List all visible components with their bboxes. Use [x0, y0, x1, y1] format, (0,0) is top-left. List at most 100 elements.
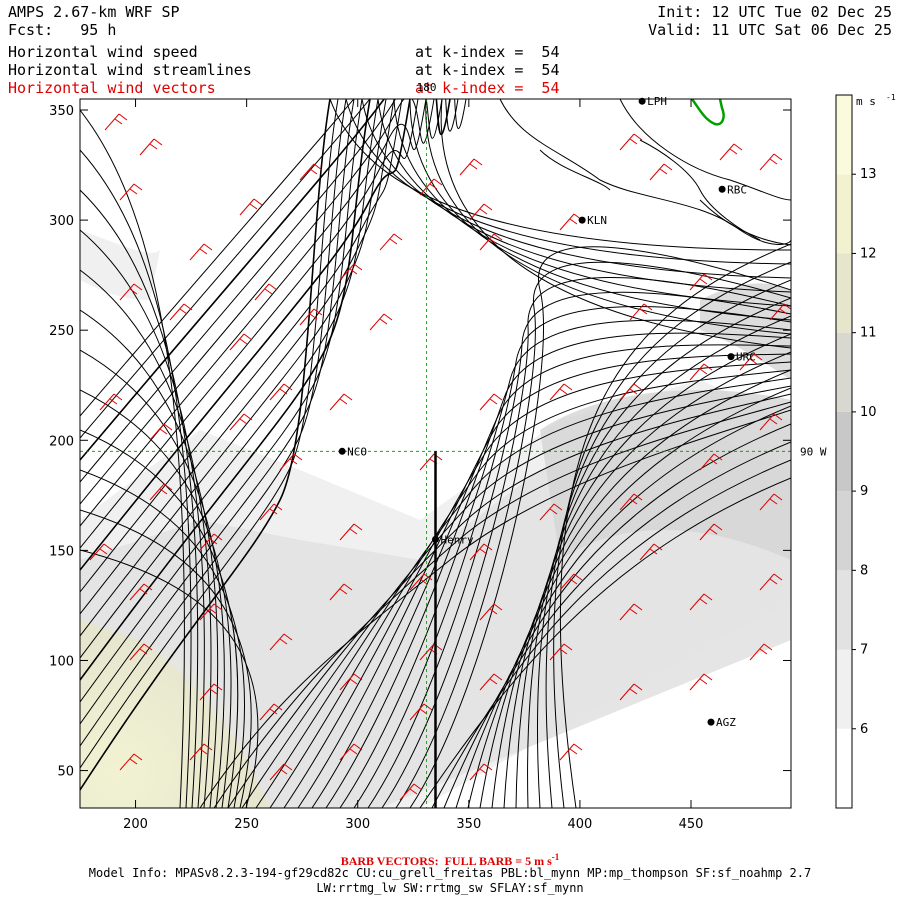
barb-flag: [103, 543, 113, 551]
station-marker: AGZ: [707, 716, 736, 729]
barb-flag: [349, 268, 358, 275]
barb-flag: [139, 648, 148, 655]
reference-parallel-label: 90 W: [800, 445, 827, 458]
barb-flag: [773, 493, 783, 501]
field-name-speed: Horizontal wind speed: [8, 43, 198, 61]
streamline: [619, 99, 791, 201]
barb-flag: [699, 598, 708, 605]
station-dot: [338, 447, 346, 455]
streamline: [409, 99, 791, 321]
barb-flag: [133, 753, 143, 761]
streamline: [80, 99, 395, 615]
barb-flag: [423, 573, 433, 581]
station-marker: NCO: [338, 445, 367, 458]
wind-barb: [689, 363, 713, 381]
field-level-streamlines: at k-index = 54: [415, 61, 560, 79]
colorbar-bin: [836, 174, 852, 254]
barb-shaft: [759, 573, 775, 591]
wind-barb: [104, 113, 128, 131]
streamline: [80, 509, 252, 808]
barb-flag: [109, 398, 118, 405]
barb-shaft: [339, 673, 355, 691]
streamline: [377, 99, 791, 293]
barb-flag: [153, 138, 163, 146]
wind-barbs: [89, 113, 791, 801]
streamline: [213, 401, 791, 808]
wind-barb: [649, 163, 673, 181]
streamline: [80, 349, 225, 808]
barb-shaft: [479, 603, 495, 621]
barb-flag: [133, 183, 143, 191]
barb-flag: [663, 163, 673, 171]
barb-shaft: [104, 113, 120, 131]
barb-flag: [493, 673, 503, 681]
barb-flag: [283, 383, 293, 391]
streamline: [80, 99, 451, 461]
valid-time: Valid: 11 UTC Sat 06 Dec 25: [648, 21, 892, 39]
barb-flag: [479, 208, 488, 215]
wind-barb: [149, 423, 173, 441]
barb-shaft: [149, 423, 165, 441]
barb-shaft: [269, 763, 285, 781]
barb-shaft: [129, 583, 145, 601]
x-tick-label: 250: [234, 817, 259, 832]
barb-flag: [129, 288, 138, 295]
wind-barb: [479, 603, 503, 621]
reference-lines: 180 90 W: [80, 81, 827, 808]
wind-barb: [149, 483, 173, 501]
streamlines: [80, 99, 791, 808]
barb-flag: [633, 603, 643, 611]
barb-shaft: [89, 543, 105, 561]
colorbar-bin: [836, 649, 852, 729]
station-dot: [432, 535, 439, 543]
wind-barb: [329, 583, 353, 601]
barb-flag: [114, 118, 123, 125]
streamline: [80, 229, 205, 808]
barb-flag: [129, 758, 138, 765]
barb-flag: [269, 708, 278, 715]
barb-shaft: [129, 643, 145, 661]
barb-shaft: [339, 743, 355, 761]
barb-flag: [139, 588, 148, 595]
wind-barb: [199, 533, 223, 551]
barb-flag: [273, 503, 283, 511]
wind-barb: [269, 763, 293, 781]
barb-flag: [629, 388, 638, 395]
barb-shaft: [689, 593, 705, 611]
barb-shaft: [469, 203, 485, 221]
station-marker: KLN: [578, 214, 607, 227]
barb-flag: [213, 533, 223, 541]
streamline: [395, 261, 791, 808]
barb-flag: [179, 308, 188, 315]
barb-flag: [643, 303, 653, 311]
barb-shaft: [199, 683, 215, 701]
barb-shaft: [199, 603, 215, 621]
barb-flag: [423, 703, 433, 711]
barb-flag: [633, 383, 643, 391]
station-marker: RBC: [718, 183, 747, 196]
barb-flag: [343, 393, 353, 401]
streamline: [559, 243, 791, 808]
barb-flag: [349, 528, 358, 535]
barb-flag: [413, 783, 423, 791]
barb-flag: [239, 418, 248, 425]
barb-shaft: [409, 573, 425, 591]
barb-flag: [213, 683, 223, 691]
colorbar-tick-label: 6: [860, 722, 868, 737]
streamline: [80, 429, 239, 808]
barb-shaft: [619, 683, 635, 701]
barb-shaft: [739, 353, 755, 371]
barb-shaft: [759, 413, 775, 431]
barb-flag: [343, 583, 353, 591]
barb-flag: [199, 248, 208, 255]
wind-barb: [619, 603, 643, 621]
barb-flag: [633, 133, 643, 141]
wind-barb: [259, 703, 283, 721]
barb-shaft: [279, 453, 295, 471]
barb-flag: [118, 113, 128, 121]
barb-flag: [349, 748, 358, 755]
barb-shaft: [299, 308, 315, 326]
station-label: KLN: [587, 214, 607, 227]
barb-shaft: [479, 393, 495, 411]
model-info: Model Info: MPASv8.2.3-194-gf29cd82c CU:…: [88, 866, 812, 880]
